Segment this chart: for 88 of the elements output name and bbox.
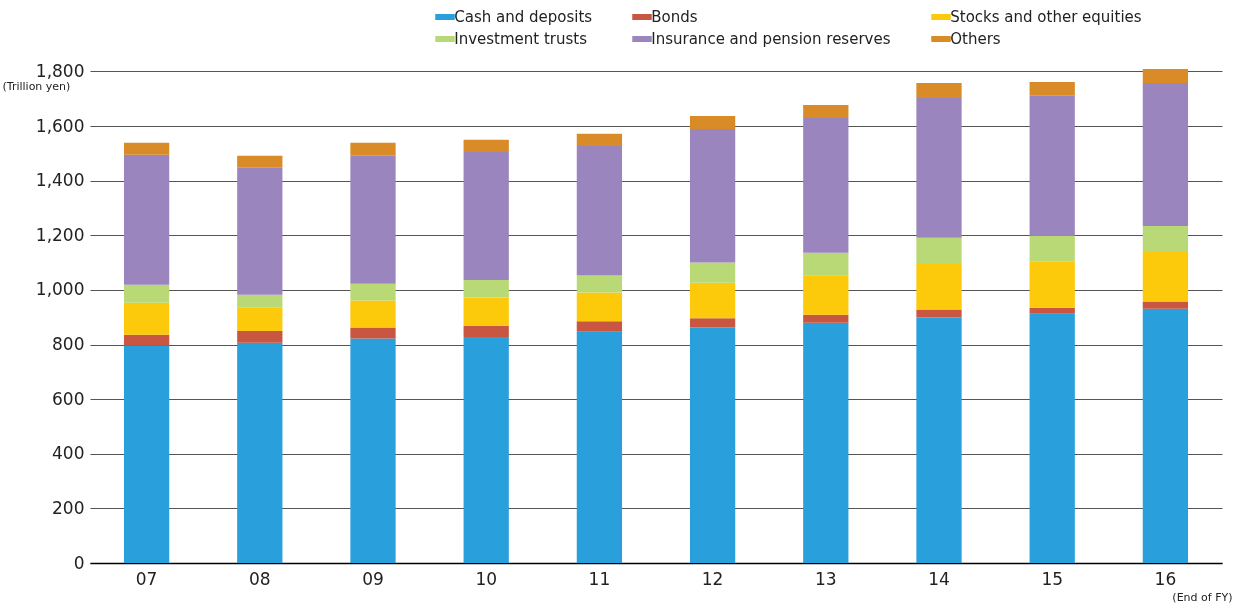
y-tick-label: 1,200	[35, 224, 85, 245]
y-tick-label: 800	[52, 334, 85, 355]
bar	[1142, 251, 1189, 302]
bar	[123, 154, 170, 285]
bar	[916, 309, 962, 318]
bar	[350, 338, 396, 563]
y-tick-label: 200	[52, 497, 85, 518]
bar	[123, 302, 170, 335]
y-tick-label: 400	[52, 443, 85, 464]
bar	[689, 327, 736, 563]
bar	[1142, 82, 1189, 227]
bar	[1142, 226, 1189, 252]
bar	[237, 342, 283, 563]
bar	[803, 252, 849, 276]
x-axis-title: (End of FY)	[1172, 590, 1233, 604]
bar	[1029, 313, 1075, 563]
y-tick-label: 1,600	[35, 115, 85, 136]
bar	[916, 237, 962, 264]
bar	[123, 284, 170, 303]
bar	[916, 317, 962, 563]
legend-label: Others	[950, 30, 1001, 48]
bar	[237, 307, 283, 331]
bar	[576, 275, 623, 293]
bar	[803, 275, 849, 315]
bar	[803, 105, 849, 118]
legend-label: Investment trusts	[454, 30, 588, 48]
x-tick-label: 07	[135, 568, 158, 589]
y-tick-label: 1,800	[35, 60, 85, 81]
bar	[463, 139, 509, 153]
bar	[689, 129, 736, 263]
bar	[237, 330, 283, 343]
bar	[350, 283, 396, 301]
bar	[123, 345, 170, 563]
bar	[463, 280, 509, 298]
x-tick-label: 14	[928, 568, 950, 589]
y-tick-label: 1,400	[35, 170, 85, 191]
bar	[689, 115, 736, 130]
bar	[803, 314, 849, 323]
bar	[576, 146, 623, 276]
bar	[1142, 301, 1189, 309]
bar	[237, 155, 283, 168]
bar	[463, 152, 509, 281]
bar	[689, 318, 736, 328]
legend-label: Stocks and other equities	[950, 8, 1142, 26]
bar	[1029, 261, 1075, 308]
bar	[237, 294, 283, 308]
bar	[463, 325, 509, 337]
bar	[689, 262, 736, 283]
bar	[463, 297, 509, 326]
legend-label: Cash and deposits	[454, 8, 593, 26]
bar	[689, 282, 736, 319]
bar	[1142, 69, 1189, 83]
bar	[916, 97, 962, 238]
x-tick-label: 10	[475, 568, 498, 589]
bar	[803, 117, 849, 253]
bar	[350, 300, 396, 328]
bar	[1029, 95, 1075, 236]
bar	[123, 334, 170, 346]
bar	[463, 336, 509, 563]
x-tick-label: 12	[701, 568, 724, 589]
bar	[1029, 235, 1075, 262]
bar	[576, 331, 623, 563]
y-axis-title: (Trillion yen)	[2, 79, 71, 93]
x-tick-label: 13	[814, 568, 837, 589]
bar	[576, 321, 623, 332]
bar	[1142, 308, 1189, 563]
bar	[1029, 82, 1075, 96]
bar	[576, 292, 623, 322]
y-tick-label: 1,000	[35, 279, 85, 300]
x-tick-label: 16	[1154, 568, 1177, 589]
bar	[803, 322, 849, 563]
y-tick-label: 0	[73, 552, 85, 573]
x-tick-label: 09	[362, 568, 384, 589]
x-tick-label: 08	[248, 568, 271, 589]
x-tick-label: 11	[588, 568, 611, 589]
legend-label: Insurance and pension reserves	[651, 30, 891, 48]
legend-label: Bonds	[651, 8, 698, 26]
bar	[350, 142, 396, 156]
bar	[916, 263, 962, 310]
bar	[350, 327, 396, 339]
bar	[1029, 307, 1075, 314]
bar	[237, 167, 283, 295]
y-tick-label: 600	[52, 388, 85, 409]
bar	[123, 142, 170, 155]
bar	[350, 155, 396, 284]
bar	[576, 133, 623, 147]
bar	[916, 82, 962, 98]
x-tick-label: 15	[1041, 568, 1064, 589]
